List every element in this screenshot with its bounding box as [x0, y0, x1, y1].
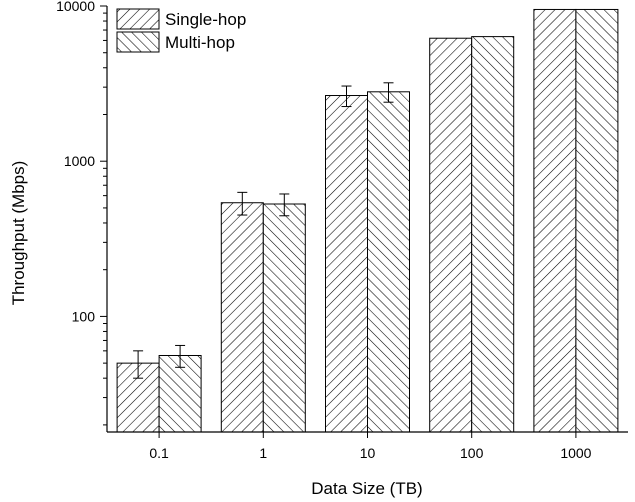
error-bars-group [133, 82, 394, 379]
bar-multi-hop-10 [367, 91, 410, 433]
legend-swatch-single-hop [116, 8, 160, 30]
x-tick-label-1: 1 [259, 445, 267, 461]
x-axis-title: Data Size (TB) [311, 479, 422, 498]
ticks-group: 0.1 1 10 100 1000 100 1000 10000 [56, 0, 592, 461]
y-axis-title: Throughput (Mbps) [9, 161, 28, 306]
y-tick-label-1000: 1000 [64, 153, 95, 169]
legend-label-single-hop: Single-hop [165, 10, 246, 29]
x-tick-label-10: 10 [360, 445, 376, 461]
bar-single-hop-1 [220, 202, 264, 433]
bars-group [116, 8, 619, 433]
legend-label-multi-hop: Multi-hop [165, 33, 235, 52]
bar-multi-hop-1 [262, 203, 306, 433]
y-tick-label-10000: 10000 [56, 0, 95, 14]
x-tick-label-0.1: 0.1 [149, 445, 169, 461]
x-tick-label-100: 100 [460, 445, 484, 461]
bar-single-hop-1000 [533, 8, 577, 433]
legend-swatch-multi-hop [116, 31, 160, 53]
x-tick-label-1000: 1000 [560, 445, 591, 461]
bar-multi-hop-100 [471, 36, 515, 433]
y-tick-label-100: 100 [72, 308, 96, 324]
bar-single-hop-100 [429, 37, 473, 433]
bar-multi-hop-0.1 [158, 354, 202, 433]
bar-single-hop-10 [325, 95, 368, 433]
bar-multi-hop-1000 [575, 8, 619, 433]
legend: Single-hop Multi-hop [116, 8, 246, 53]
